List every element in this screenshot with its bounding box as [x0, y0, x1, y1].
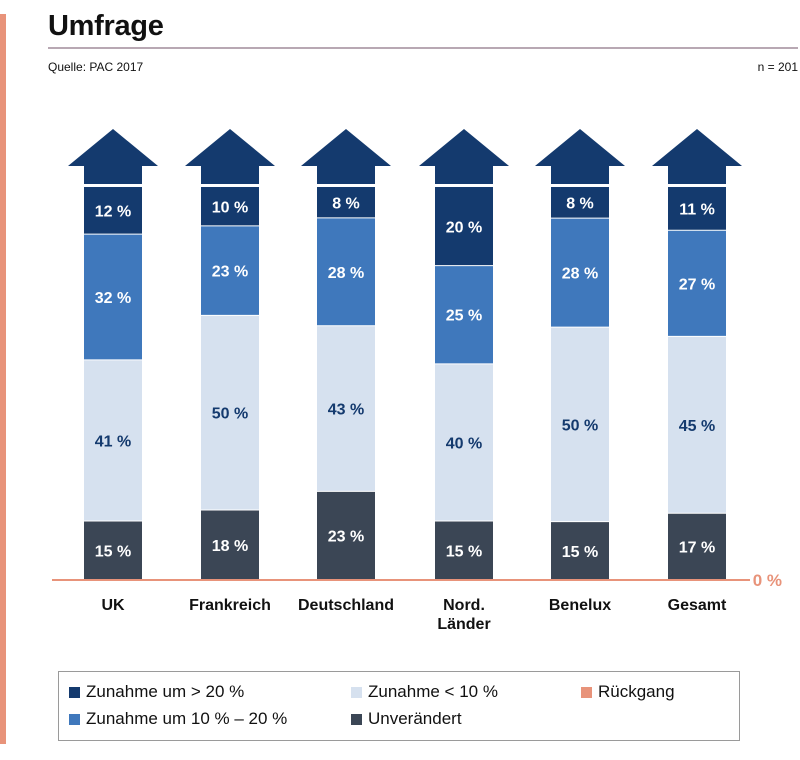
arrow-head — [535, 129, 625, 184]
title-divider — [48, 47, 798, 49]
bar-segment — [201, 187, 259, 226]
data-label: 43 % — [328, 402, 364, 419]
data-label: 50 % — [562, 417, 598, 434]
bar-segment — [317, 187, 375, 218]
bar-segment — [551, 521, 609, 580]
arrow-head — [301, 129, 391, 184]
data-label: 40 % — [446, 435, 482, 452]
category-label: Benelux — [549, 597, 611, 614]
data-label: 27 % — [679, 276, 715, 293]
legend-label: Rückgang — [598, 682, 675, 701]
bar-segment — [317, 217, 375, 326]
legend-swatch — [581, 686, 592, 698]
bar-segment — [435, 265, 493, 364]
legend-swatch — [69, 713, 80, 725]
data-label: 25 % — [446, 308, 482, 325]
legend-item-increase-over-20: Zunahme um > 20 % — [69, 682, 244, 702]
arrow-head — [185, 129, 275, 184]
category-label: UK — [101, 597, 125, 614]
bar-segment — [201, 315, 259, 510]
data-label: 18 % — [212, 538, 248, 555]
bar-segment — [668, 230, 726, 337]
legend-label: Unverändert — [368, 709, 462, 728]
legend-swatch — [69, 686, 80, 698]
stacked-bar-chart: 15 % 41 % 32 % 12 % UK 18 % 50 % 23 % 10 % Frankr… — [52, 129, 782, 633]
category-label: Deutschland — [298, 597, 394, 614]
bar-segment — [551, 218, 609, 328]
bar-segment — [435, 521, 493, 580]
page-title: Umfrage — [48, 10, 164, 42]
data-label: 28 % — [328, 265, 364, 282]
data-label: 23 % — [212, 264, 248, 281]
source-note: Quelle: PAC 2017 — [48, 60, 144, 74]
bar-segment — [201, 509, 259, 580]
data-label: 12 % — [95, 204, 131, 221]
bar-segment — [668, 187, 726, 231]
arrow-head — [419, 129, 509, 184]
data-label: 15 % — [562, 544, 598, 561]
bar-segment — [84, 187, 142, 235]
arrow-head — [68, 129, 158, 184]
legend-swatch — [351, 686, 362, 698]
chart-legend: Zunahme um > 20 % Zunahme < 10 % Rückgan… — [58, 671, 740, 741]
bar-segment — [668, 336, 726, 514]
category-label: Frankreich — [189, 597, 271, 614]
legend-label: Zunahme um > 20 % — [86, 682, 245, 701]
data-label: 15 % — [446, 544, 482, 561]
legend-swatch — [351, 713, 362, 725]
arrow-head — [652, 129, 742, 184]
data-label: 10 % — [212, 199, 248, 216]
data-label: 45 % — [679, 418, 715, 435]
bar-segment — [551, 327, 609, 522]
data-label: 20 % — [446, 219, 482, 236]
bar-segment — [668, 513, 726, 580]
data-label: 50 % — [212, 406, 248, 423]
bar-segment — [435, 363, 493, 522]
bar-segment — [84, 234, 142, 360]
baseline-label: 0 % — [753, 571, 782, 590]
bar-segment — [84, 521, 142, 580]
legend-item-unchanged: Unverändert — [351, 709, 462, 729]
data-label: 23 % — [328, 529, 364, 546]
legend-label: Zunahme < 10 % — [368, 682, 498, 701]
left-accent-bar — [0, 14, 6, 744]
category-label: Nord. — [443, 597, 485, 614]
data-label: 11 % — [679, 202, 715, 219]
legend-item-increase-10-20: Zunahme um 10 % – 20 % — [69, 709, 287, 729]
bar-segment — [84, 359, 142, 522]
bar-segment — [317, 491, 375, 580]
bar-segment — [435, 187, 493, 266]
sample-size: n = 201 — [757, 60, 798, 74]
category-label: Gesamt — [668, 597, 727, 614]
legend-item-increase-under-10: Zunahme < 10 % — [351, 682, 498, 702]
data-label: 15 % — [95, 544, 131, 561]
data-label: 8 % — [566, 196, 594, 213]
data-label: 17 % — [679, 540, 715, 557]
category-label: Länder — [437, 616, 490, 633]
data-label: 32 % — [95, 290, 131, 307]
data-label: 8 % — [332, 195, 360, 212]
legend-label: Zunahme um 10 % – 20 % — [86, 709, 288, 728]
data-label: 28 % — [562, 266, 598, 283]
bar-segment — [201, 225, 259, 316]
data-label: 41 % — [95, 433, 131, 450]
bar-segment — [551, 187, 609, 219]
legend-item-decrease: Rückgang — [581, 682, 675, 702]
bar-segment — [317, 325, 375, 492]
